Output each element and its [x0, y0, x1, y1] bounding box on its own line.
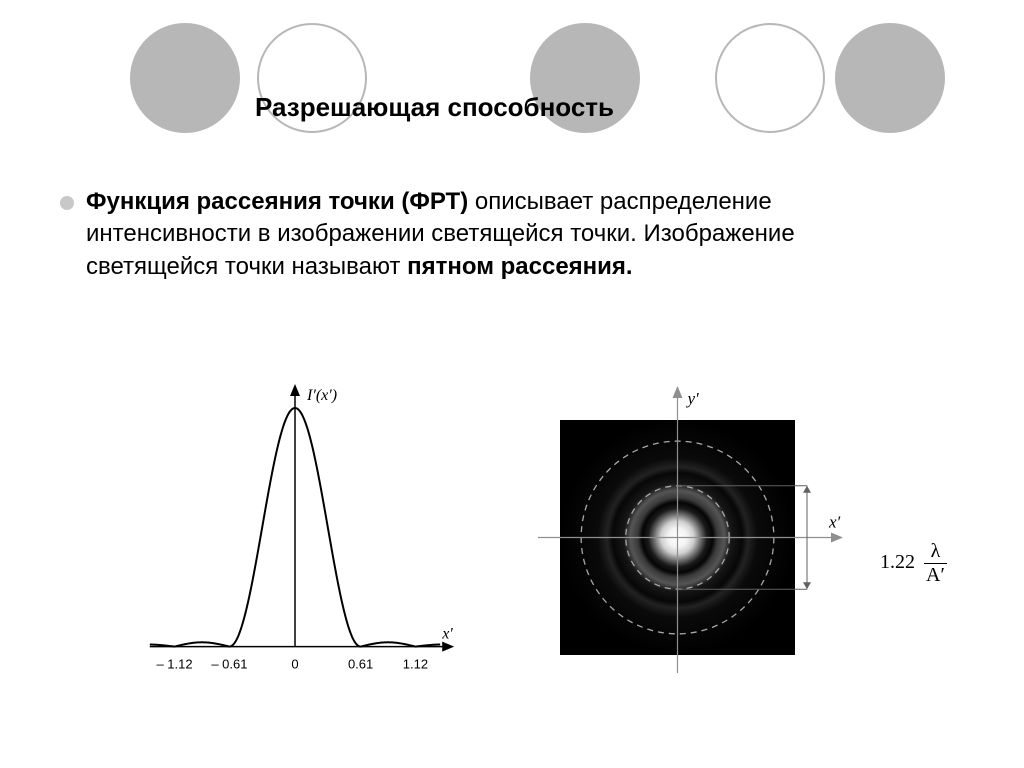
bullet-text-segment: пятном рассеяния.: [407, 253, 633, 280]
resolution-formula: 1.22 λ A′: [880, 540, 947, 587]
deco-circle: [715, 23, 825, 133]
svg-text:x′: x′: [441, 626, 453, 643]
svg-text:y′: y′: [686, 389, 700, 408]
formula-denominator: A′: [924, 564, 947, 587]
svg-text:– 0.61: – 0.61: [211, 657, 247, 672]
psf-line-chart: I′(x′) x′ – 1.12 – 0.61 0 0.61 1.12: [130, 380, 460, 690]
bullet-dot-icon: [60, 196, 74, 210]
svg-text:I′(x′): I′(x′): [306, 387, 337, 404]
svg-text:1.12: 1.12: [403, 657, 428, 672]
svg-text:0: 0: [291, 657, 298, 672]
airy-disk-figure: y′ x′: [480, 372, 875, 703]
svg-text:x′: x′: [828, 513, 841, 532]
bullet-text-segment: Функция рассеяния точки (ФРТ): [86, 188, 475, 215]
bullet-text: Функция рассеяния точки (ФРТ) описывает …: [86, 186, 906, 283]
formula-coef: 1.22: [880, 551, 915, 573]
svg-text:– 1.12: – 1.12: [156, 657, 192, 672]
slide: Разрешающая способность Функция рассеяни…: [0, 0, 1024, 768]
deco-circle: [130, 23, 240, 133]
deco-circle: [835, 23, 945, 133]
slide-title: Разрешающая способность: [255, 92, 614, 123]
formula-numerator: λ: [924, 540, 947, 564]
svg-text:0.61: 0.61: [348, 657, 373, 672]
